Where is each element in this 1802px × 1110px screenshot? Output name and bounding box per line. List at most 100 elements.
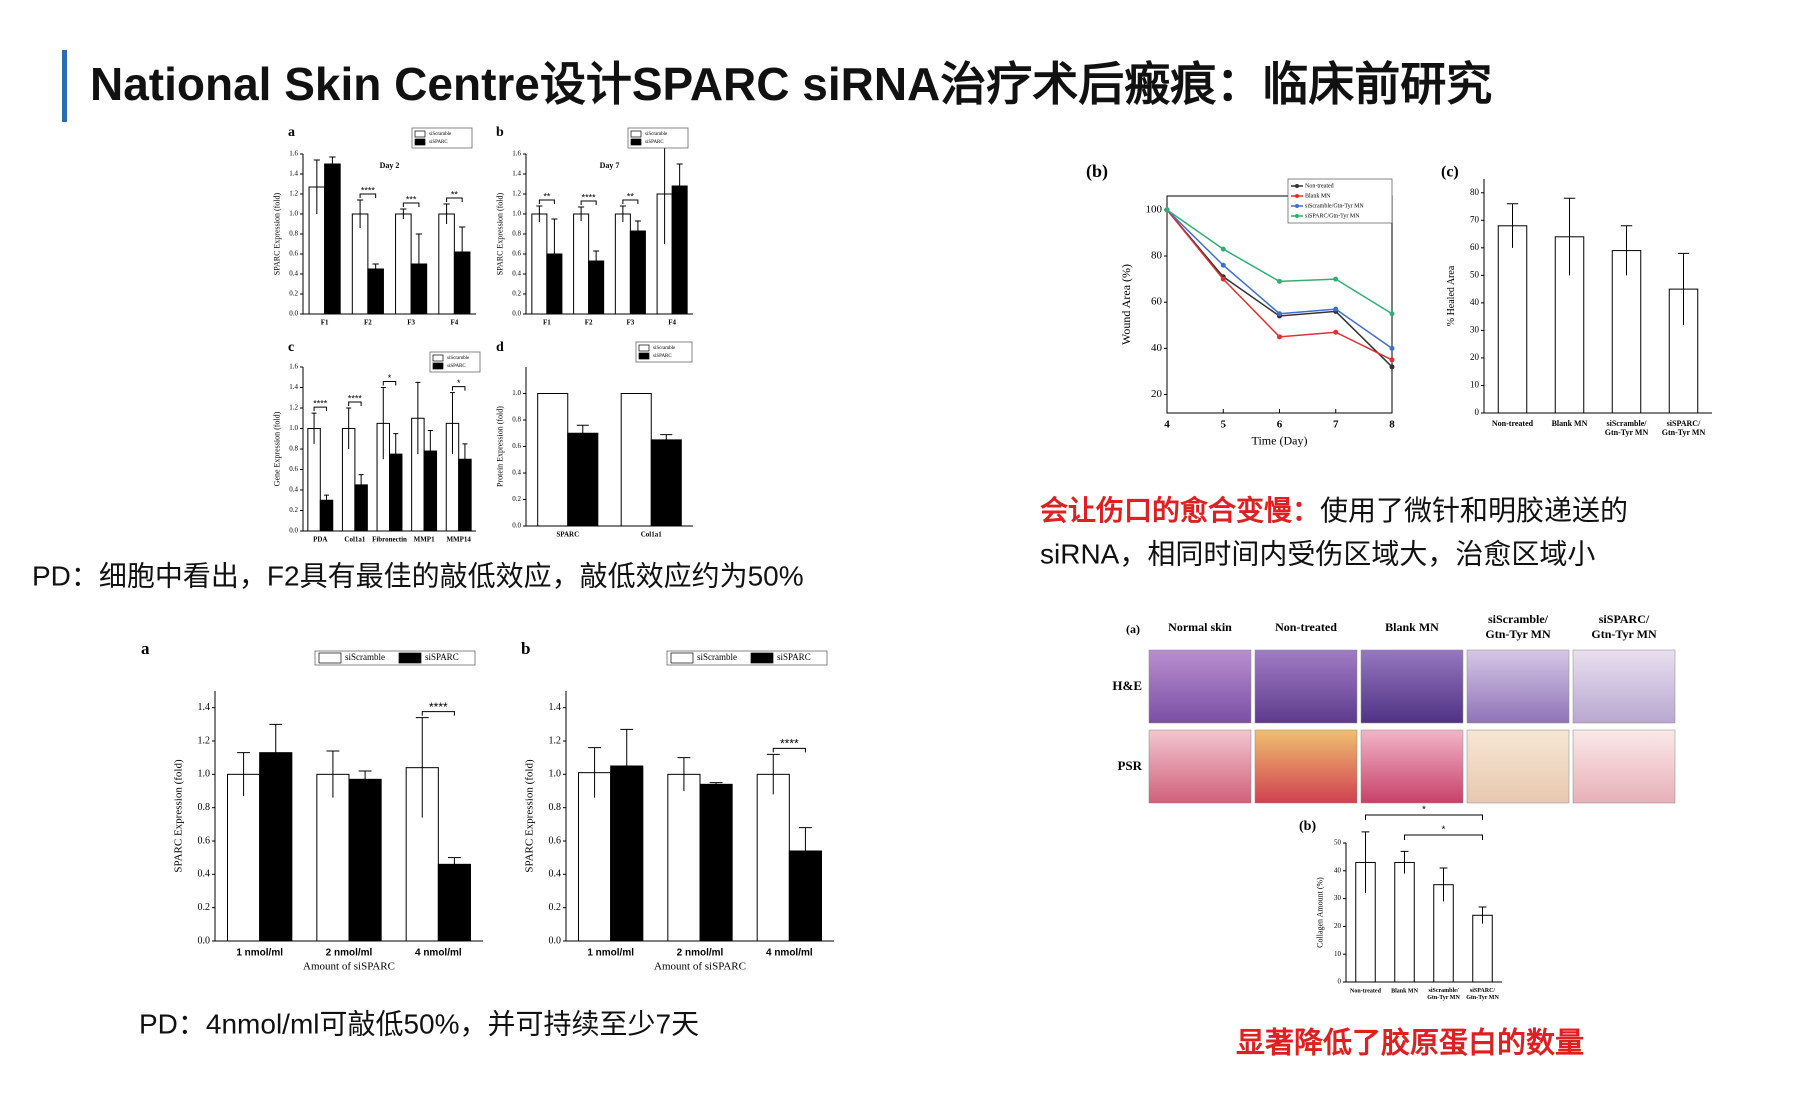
error-bar [358,770,372,788]
bar [650,439,682,527]
y-tick-label: 0.4 [198,869,211,880]
x-tick-label: F1 [543,319,551,327]
panel-label: b [496,125,504,140]
x-tick-label: siSPARC/Gtn-Tyr MN [1466,988,1499,1001]
bar [667,773,701,942]
x-tick-label: 2 nmol/ml [677,948,724,959]
y-tick-label: 0.8 [512,416,521,424]
error-bar [449,392,455,455]
y-axis-label: Collagen Amount (%) [1316,877,1325,948]
x-tick-label: F2 [364,319,372,327]
legend-label: siSPARC/Gtn-Tyr MN [1305,213,1360,219]
x-tick-label: Non-treated [1492,419,1534,428]
significance-bracket [580,200,597,205]
bar [567,432,599,527]
chart: b Day 7 0.0 0.2 0.4 0.6 0.8 1.0 1.2 1.4 1.6 SPARC E… [496,125,693,327]
chart-title: Day 2 [380,161,400,170]
y-tick-label: 0.0 [198,935,211,946]
column-header: Normal skin [1168,620,1232,634]
bar [578,772,612,942]
error-bar [1506,203,1519,248]
y-tick-label: 1.2 [549,735,562,746]
x-tick-label: F3 [626,319,634,327]
error-bar [372,263,379,274]
significance-label: **** [582,193,597,203]
y-tick-label: 80 [1151,250,1163,262]
error-bar [462,443,468,475]
x-tick-label: 4 nmol/ml [415,948,462,959]
charts: a Day 2 0.0 0.2 0.4 0.6 0.8 1.0 1.2 1.4 1.6 SPARC E… [141,125,1712,1001]
y-tick-label: 60 [1151,296,1163,308]
point [1277,278,1282,284]
point [1333,276,1339,282]
y-tick-label: 30 [1334,894,1342,902]
error-bar [311,412,317,444]
y-tick-label: 30 [1470,324,1480,334]
significance-bracket [622,199,639,204]
significance-bracket [772,747,806,753]
y-tick-label: 80 [1470,187,1480,197]
error-bar [443,203,450,224]
significance-label: ** [543,192,551,202]
bar [351,213,369,315]
error-bar [660,434,673,446]
significance-label: **** [313,399,328,409]
bar [367,268,384,315]
y-tick-label: 1.4 [198,702,211,713]
panel-label: d [496,340,504,355]
legend-label: siScramble [429,132,452,137]
y-tick-label: 1.0 [289,424,298,432]
legend-label: siScramble [345,652,385,662]
y-tick-label: 1.4 [289,170,298,178]
legend-swatch [318,652,342,664]
histology-image [1148,729,1252,804]
legend-swatch [432,362,444,370]
x-tick-label: 7 [1333,419,1339,431]
y-tick-label: 1.6 [289,150,298,158]
legend-marker [1295,204,1299,208]
caption: 显著降低了胶原蛋白的数量 [1236,1026,1584,1060]
point [1389,364,1395,370]
legend: siScramble siSPARC [429,351,481,373]
x-tick-label: siScramble/Gtn-Tyr MN [1605,419,1649,437]
panel-label: (b) [1299,819,1316,834]
error-bar [269,723,283,781]
y-tick-label: 20 [1334,922,1342,930]
error-bar [798,827,812,875]
significance-bracket [538,199,555,204]
y-axis-label: Protein Expression (fold) [496,406,505,487]
y-tick-label: 0.6 [198,835,211,846]
y-tick-label: 40 [1151,342,1163,354]
point [1333,329,1339,335]
point [1389,357,1395,363]
y-tick-label: 70 [1470,214,1480,224]
y-tick-label: 0.0 [512,310,521,318]
x-tick-label: F3 [407,319,415,327]
x-tick-label: Col1a1 [641,531,663,539]
panel-label: (c) [1441,164,1459,181]
legend-label: siScramble/Gtn-Tyr MN [1305,203,1364,209]
point [1220,276,1226,282]
caption-body: 使用了微针和明胶递送的 [1320,495,1628,526]
legend-label: siSPARC [447,364,466,369]
y-tick-label: 1.4 [512,170,521,178]
y-tick-label: 0.2 [198,902,211,913]
error-bar [536,205,543,222]
y-tick-label: 0.6 [549,835,562,846]
histology-image [1572,649,1676,724]
significance-label: * [388,373,392,383]
legend-swatch [432,354,444,362]
error-bar [1400,850,1409,874]
bar [1472,914,1493,983]
bar [699,783,733,942]
legend-label: siSPARC [429,140,448,145]
point [1389,311,1395,317]
y-tick-label: 0.4 [289,270,298,278]
legend-marker [1295,184,1299,188]
legend-box [666,650,828,666]
histology-image [1466,729,1570,804]
bar [324,163,341,315]
legend: siScramble siSPARC [627,127,689,149]
y-axis-label: SPARC Expression (fold) [496,192,505,275]
legend-box [1287,178,1393,224]
